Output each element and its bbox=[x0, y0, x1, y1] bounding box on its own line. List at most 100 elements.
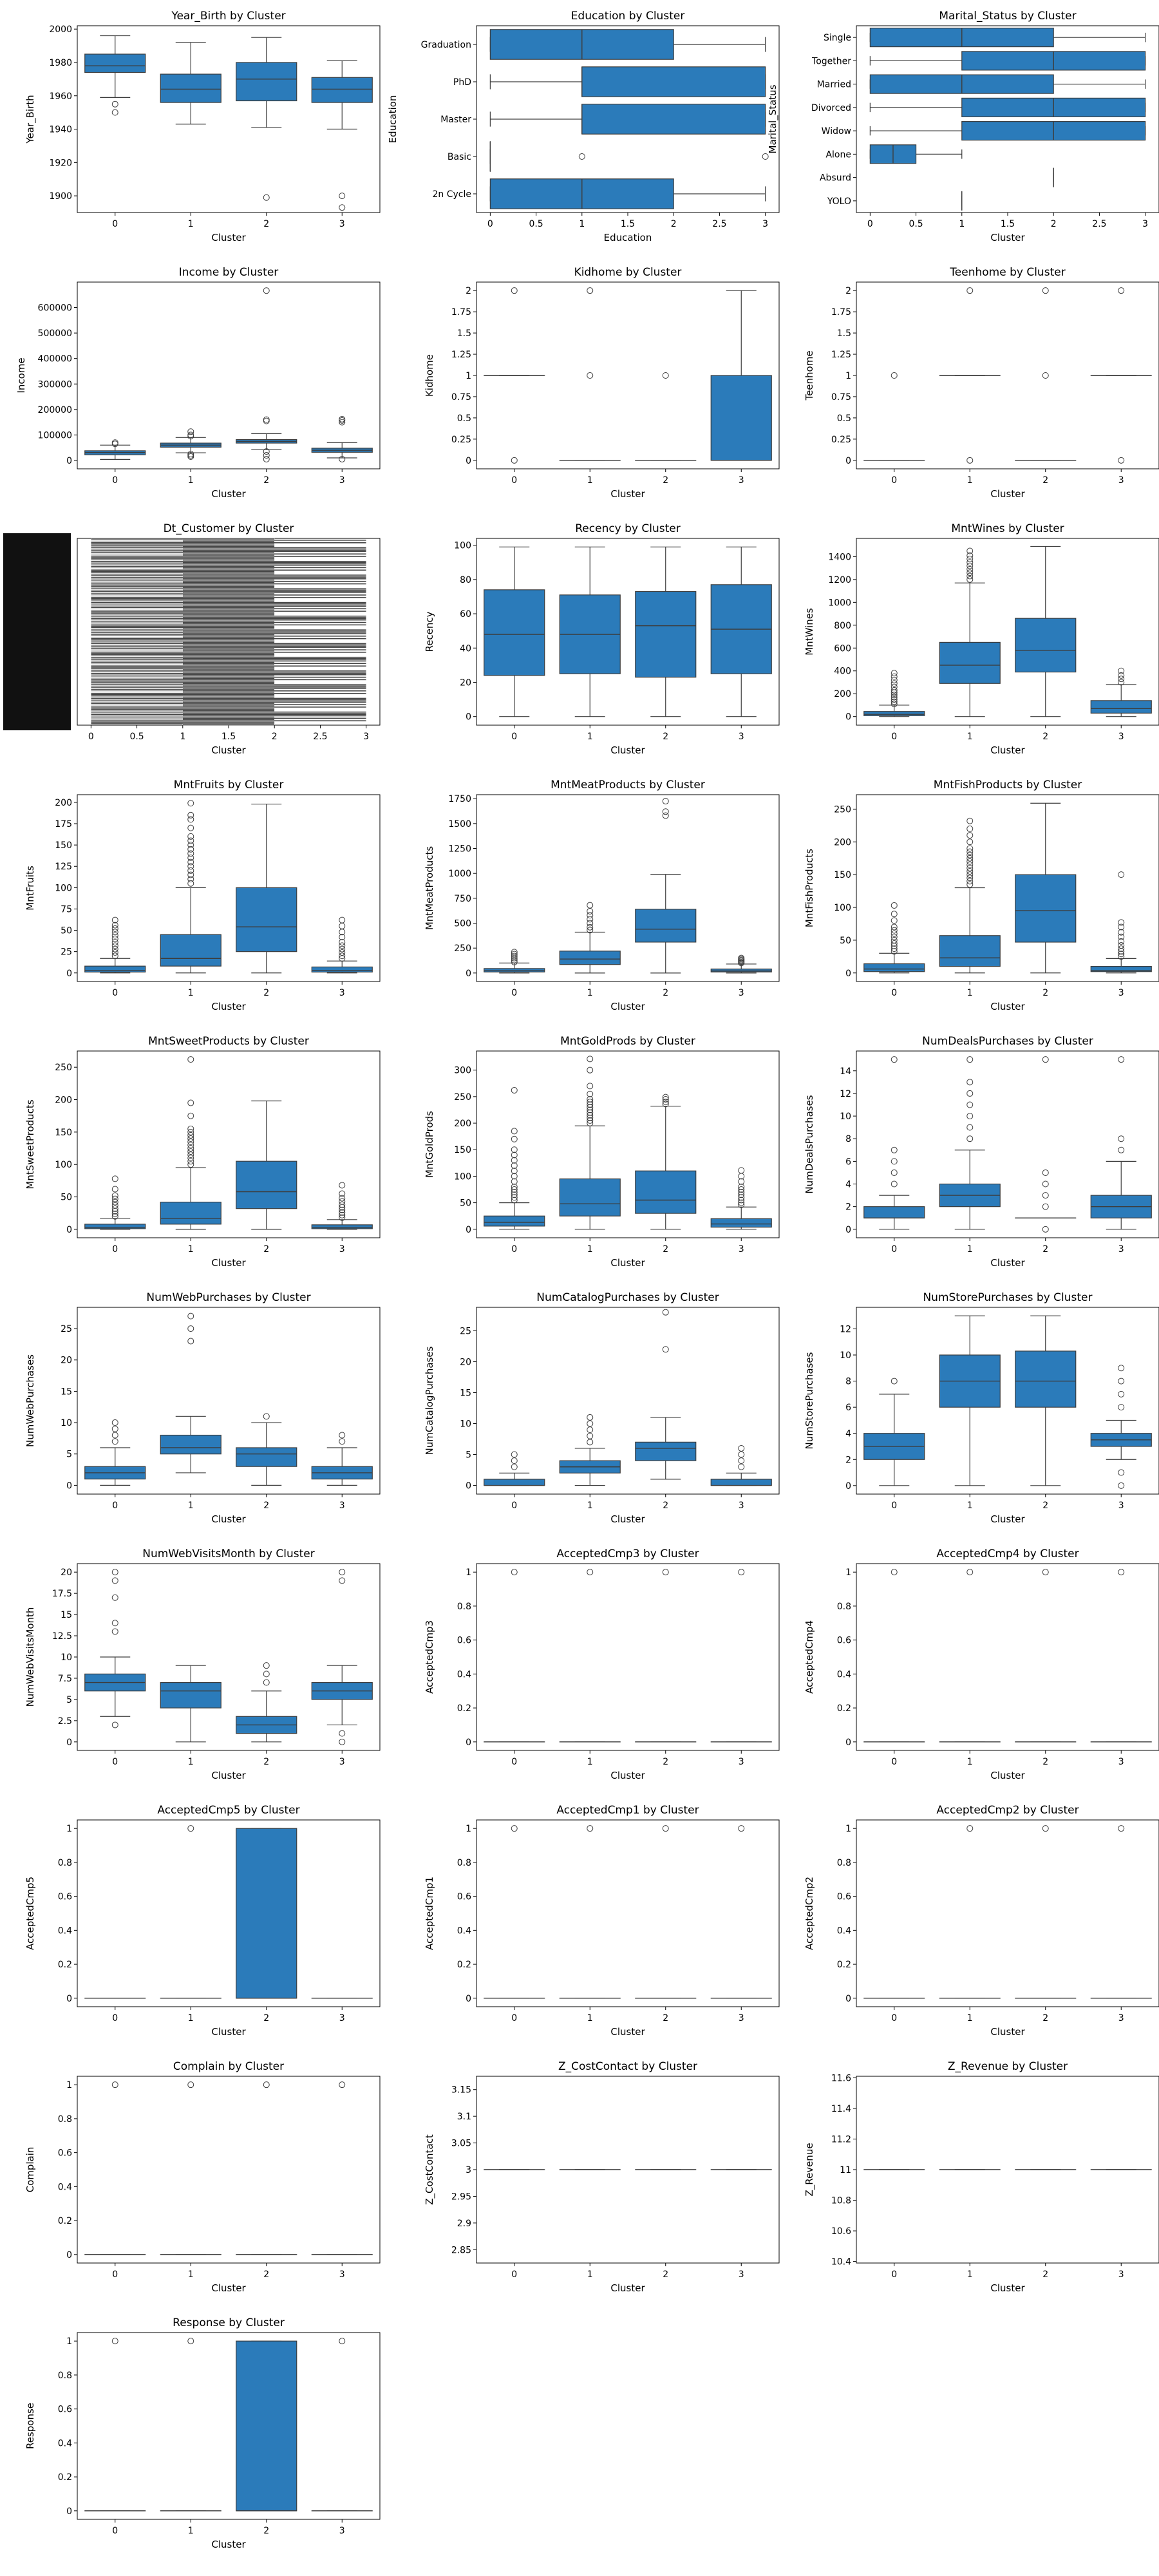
panel: AcceptedCmp5 by Cluster 0 0.2 0.4 0.6 0.8 1 0 1 2… bbox=[24, 1804, 381, 2038]
flier-point bbox=[511, 1173, 518, 1180]
x-tick-label: 0 bbox=[891, 1757, 897, 1767]
flier-point bbox=[587, 1414, 594, 1421]
box bbox=[91, 611, 275, 614]
flier-point bbox=[187, 871, 194, 878]
box bbox=[182, 623, 275, 625]
x-tick-label: 2 bbox=[663, 475, 668, 486]
panel: Z_CostContact by Cluster 2.85 2.9 2.95 3 3.05… bbox=[424, 2060, 780, 2294]
flier-point bbox=[662, 1094, 669, 1101]
y-tick-label: 400 bbox=[834, 667, 851, 677]
flier-point bbox=[890, 933, 898, 940]
flier-point bbox=[890, 1146, 898, 1153]
box bbox=[182, 636, 275, 638]
flier-point bbox=[587, 1112, 594, 1119]
box bbox=[182, 655, 275, 657]
flier-point bbox=[187, 837, 194, 844]
flier-point bbox=[339, 1201, 346, 1208]
flier-point bbox=[111, 1594, 118, 1601]
box bbox=[710, 1479, 772, 1486]
axes-frame bbox=[476, 1307, 780, 1495]
box bbox=[91, 686, 366, 688]
chart-title: MntSweetProducts by Cluster bbox=[148, 1035, 309, 1048]
box bbox=[710, 375, 772, 461]
chart-title: Recency by Cluster bbox=[575, 522, 681, 535]
axes-frame bbox=[77, 281, 381, 469]
chart-title: MntMeatProducts by Cluster bbox=[551, 779, 705, 791]
flier-point bbox=[587, 1090, 594, 1097]
flier-point bbox=[339, 1182, 346, 1189]
y-tick-label: 5 bbox=[466, 1450, 471, 1461]
y-tick-label: 0.25 bbox=[831, 435, 851, 445]
flier-point bbox=[187, 1161, 194, 1168]
flier-point bbox=[1118, 938, 1125, 945]
flier-point bbox=[1118, 1469, 1125, 1476]
x-tick-label: 3 bbox=[1118, 1501, 1124, 1511]
box bbox=[182, 628, 275, 630]
box bbox=[91, 695, 275, 697]
box bbox=[182, 580, 366, 582]
y-tick-label: 0 bbox=[66, 969, 72, 979]
flier-point bbox=[578, 153, 585, 160]
y-tick-label: 250 bbox=[454, 943, 471, 954]
x-tick-label: 2 bbox=[1042, 2013, 1048, 2023]
flier-point bbox=[890, 923, 898, 931]
box bbox=[182, 723, 275, 726]
flier-point bbox=[187, 1325, 194, 1332]
box bbox=[182, 600, 275, 602]
y-tick-label: 20 bbox=[460, 1358, 471, 1368]
chart-title: AcceptedCmp5 by Cluster bbox=[157, 1804, 299, 1817]
y-tick-label: 150 bbox=[834, 870, 851, 880]
flier-point bbox=[339, 419, 346, 426]
y-tick-label: 15 bbox=[61, 1387, 72, 1397]
flier-point bbox=[263, 455, 270, 462]
box bbox=[182, 582, 275, 583]
flier-point bbox=[890, 930, 898, 937]
panel: NumDealsPurchases by Cluster024681012140… bbox=[804, 1035, 1159, 1269]
flier-point bbox=[263, 448, 270, 455]
x-tick-label: 2 bbox=[263, 988, 269, 998]
axes-frame bbox=[77, 2076, 381, 2264]
flier-point bbox=[966, 576, 974, 583]
y-tick-label: Basic bbox=[448, 152, 471, 162]
flier-point bbox=[762, 153, 769, 160]
box bbox=[91, 714, 366, 715]
y-tick-label: 1 bbox=[66, 1824, 72, 1834]
box bbox=[160, 73, 221, 103]
y-tick-label: 20 bbox=[61, 1567, 72, 1578]
y-axis-label: MntGoldProds bbox=[424, 1111, 435, 1178]
box bbox=[91, 558, 275, 560]
y-tick-label: 10 bbox=[840, 1350, 851, 1361]
axes-frame bbox=[476, 794, 780, 982]
x-tick-label: 0 bbox=[487, 219, 493, 229]
flier-point bbox=[890, 1158, 898, 1165]
flier-point bbox=[587, 372, 594, 379]
y-axis-label: Z_CostContact bbox=[424, 2134, 436, 2205]
x-tick-label: 2 bbox=[663, 732, 668, 742]
flier-point bbox=[738, 1189, 745, 1196]
x-tick-label: 1 bbox=[587, 1757, 593, 1767]
flier-point bbox=[339, 2338, 346, 2345]
y-tick-label: Widow bbox=[822, 126, 851, 137]
y-tick-label: Absurd bbox=[820, 173, 851, 184]
flier-point bbox=[587, 920, 594, 927]
panel: AcceptedCmp3 by Cluster 0 0.2 0.4 0.6 0.8 1 0 1 2… bbox=[424, 1548, 780, 1781]
flier-point bbox=[1118, 945, 1125, 952]
flier-point bbox=[966, 1825, 974, 1832]
y-tick-label: 600 bbox=[834, 643, 851, 654]
y-tick-label: 10 bbox=[840, 1112, 851, 1122]
flier-point bbox=[511, 1189, 518, 1196]
flier-point bbox=[662, 798, 669, 805]
flier-point bbox=[511, 1457, 518, 1464]
box bbox=[91, 645, 366, 647]
box bbox=[91, 666, 275, 668]
x-tick-label: 1 bbox=[587, 475, 593, 486]
flier-point bbox=[511, 1463, 518, 1470]
box bbox=[182, 715, 366, 717]
x-axis-label: Cluster bbox=[211, 744, 246, 756]
flier-point bbox=[1118, 919, 1125, 926]
flier-point bbox=[111, 1205, 118, 1212]
box bbox=[91, 542, 366, 544]
panel: NumWebPurchases by Cluster 0 5 10 15 20 25 0 1 2 3… bbox=[24, 1291, 381, 1525]
box bbox=[635, 591, 697, 678]
flier-point bbox=[187, 1145, 194, 1152]
